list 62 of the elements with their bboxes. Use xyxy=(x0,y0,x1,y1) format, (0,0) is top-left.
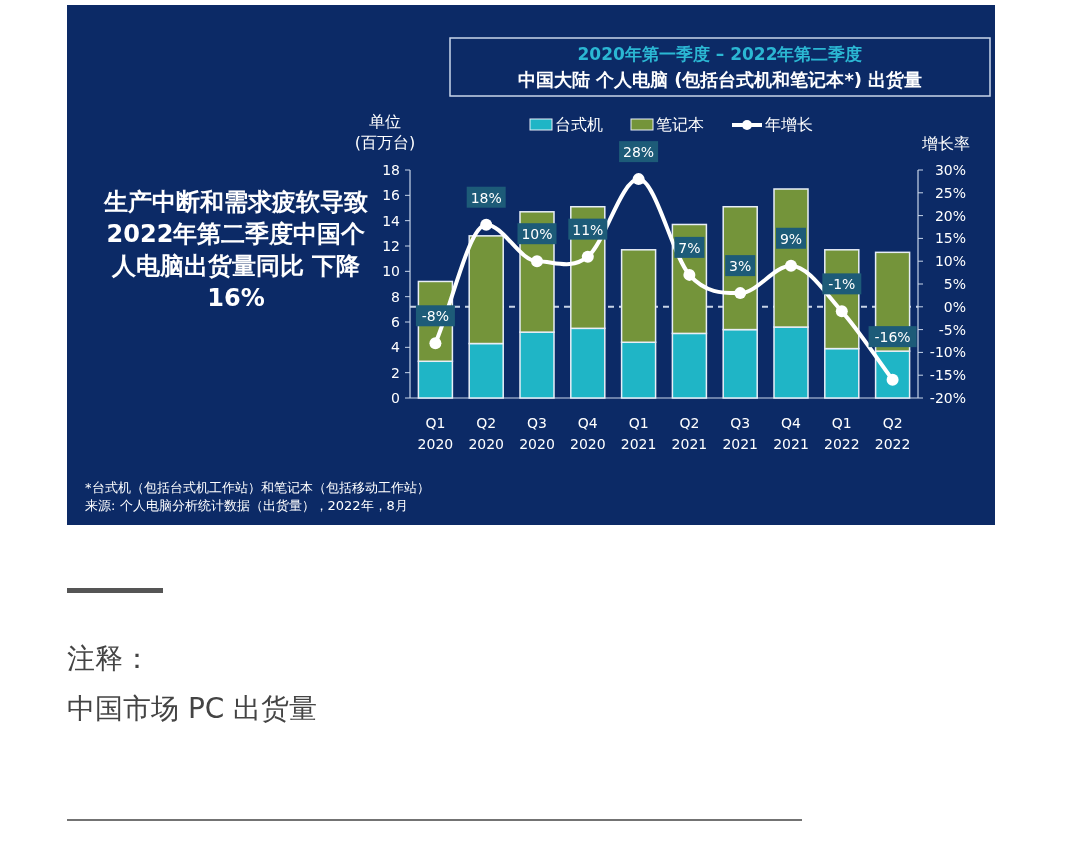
chart-title: 2020年第一季度 – 2022年第二季度 xyxy=(577,44,863,64)
point xyxy=(632,173,645,186)
legend-label: 台式机 xyxy=(555,115,603,134)
y-tick-label: 14 xyxy=(382,212,401,229)
y2-tick-label: 5% xyxy=(943,276,966,292)
y-tick-label: 10 xyxy=(382,263,400,280)
y-tick-label: 0 xyxy=(391,390,400,406)
y-tick-label: 2 xyxy=(391,364,400,381)
x-tick-label: Q1 2020 xyxy=(417,415,454,452)
y2-tick-label: -15% xyxy=(929,367,966,384)
point xyxy=(581,250,594,263)
data-label: -16% xyxy=(874,329,911,346)
x-tick-label: Q3 2021 xyxy=(722,415,759,452)
legend-label: 笔记本 xyxy=(656,115,704,134)
y-tick-label: 18 xyxy=(382,162,400,178)
y2-tick-label: -20% xyxy=(929,390,966,406)
y2-tick-label: 0% xyxy=(943,298,966,315)
y2-tick-label: 15% xyxy=(934,230,966,247)
y-tick-label: 6 xyxy=(391,314,401,330)
y-tick-label: 8 xyxy=(391,288,400,305)
data-label: -8% xyxy=(421,308,450,325)
text: 中国市场 PC 出货量 xyxy=(67,692,318,725)
text: 生产中断和需求疲软导致2022年第二季度中国个人电脑出货量同比 下降16% xyxy=(103,188,368,312)
y2-tick-label: 20% xyxy=(934,207,966,224)
point xyxy=(835,305,848,318)
y-tick-label: 12 xyxy=(382,238,400,254)
data-label: 18% xyxy=(470,189,502,206)
x-tick-label: Q2 2022 xyxy=(874,415,911,452)
x-tick-label: Q2 2021 xyxy=(671,415,708,452)
y2-tick-label: -5% xyxy=(938,321,966,338)
text: *台式机（包括台式机工作站）和笔记本（包括移动工作站） xyxy=(85,480,430,495)
y2-axis-title: 增长率 xyxy=(921,134,970,153)
point xyxy=(734,287,747,300)
y-axis-title: 单位 (百万台) xyxy=(354,112,416,152)
point xyxy=(683,268,696,281)
data-label: 28% xyxy=(623,144,655,161)
point xyxy=(785,259,797,272)
x-tick-label: Q3 2020 xyxy=(519,415,555,452)
data-label: 11% xyxy=(572,221,604,238)
point xyxy=(480,218,493,231)
x-tick-label: Q1 2021 xyxy=(620,415,657,452)
y2-tick-label: 25% xyxy=(934,184,966,201)
data-label: -1% xyxy=(828,276,856,293)
x-tick-label: Q2 2020 xyxy=(468,415,505,452)
point xyxy=(429,337,442,350)
text: 注释： xyxy=(67,642,151,675)
y-tick-label: 16 xyxy=(382,187,401,204)
y2-tick-label: 30% xyxy=(934,162,966,178)
source-note: 来源: 个人电脑分析统计数据（出货量），2022年，8月 xyxy=(85,498,408,513)
data-label: 3% xyxy=(729,258,752,275)
x-tick-label: Q4 2020 xyxy=(569,415,606,452)
chart-subtitle: 中国大陆 个人电脑 (包括台式机和笔记本*) 出货量 xyxy=(517,69,923,90)
legend-label: 年增长 xyxy=(765,115,813,134)
y-tick-label: 4 xyxy=(391,339,401,356)
y2-tick-label: -10% xyxy=(929,344,966,361)
x-tick-label: Q1 2022 xyxy=(823,415,860,452)
y2-tick-label: 10% xyxy=(934,253,966,270)
data-label: 10% xyxy=(521,226,553,243)
data-label: 7% xyxy=(678,239,701,256)
data-label: 9% xyxy=(779,230,803,247)
x-tick-label: Q4 2021 xyxy=(773,415,809,452)
point xyxy=(531,255,543,268)
